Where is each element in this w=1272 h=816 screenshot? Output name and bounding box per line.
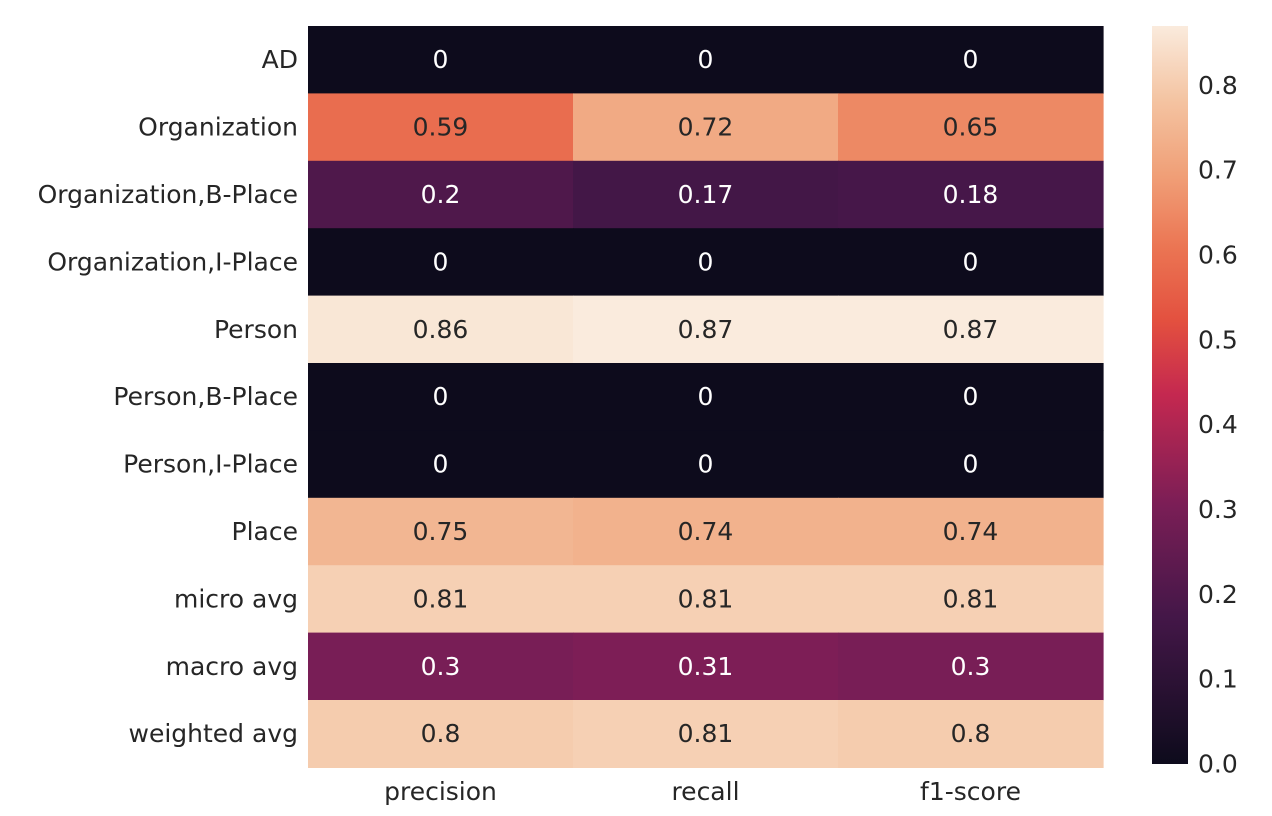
cell-value-label: 0.8	[951, 719, 991, 748]
heatmap-cell	[573, 160, 839, 229]
cell-value-label: 0.81	[413, 584, 469, 613]
heatmap-cell	[838, 632, 1104, 701]
heatmap-cell	[573, 295, 839, 364]
heatmap-cells	[308, 26, 1104, 768]
colorbar-tick-label: 0.4	[1198, 410, 1238, 439]
row-label: Organization	[138, 113, 298, 142]
cell-value-label: 0	[698, 45, 714, 74]
colorbar-tick-label: 0.1	[1198, 665, 1238, 694]
cell-value-label: 0	[963, 45, 979, 74]
heatmap-cell	[573, 700, 839, 768]
heatmap-cell	[308, 497, 574, 566]
colorbar-tick-label: 0.6	[1198, 241, 1238, 270]
row-label: AD	[262, 45, 298, 74]
heatmap-cell	[573, 565, 839, 634]
row-label: Person,I-Place	[123, 450, 298, 479]
cell-value-label: 0.87	[678, 315, 734, 344]
heatmap-cell	[573, 363, 839, 431]
row-label: Person	[214, 315, 298, 344]
colorbar-tick-label: 0.2	[1198, 580, 1238, 609]
row-labels: AD Organization Organization,B-Place Organi…	[38, 45, 298, 748]
cell-value-label: 0	[433, 382, 449, 411]
heatmap-cell	[573, 497, 839, 566]
cell-value-label: 0.17	[678, 180, 734, 209]
heatmap-cell	[308, 565, 574, 634]
cell-value-label: 0	[433, 247, 449, 276]
cell-value-label: 0.8	[421, 719, 461, 748]
row-label: macro avg	[166, 652, 298, 681]
cell-value-label: 0.65	[943, 113, 999, 142]
row-label: Organization,I-Place	[47, 247, 298, 276]
colorbar	[1152, 26, 1188, 764]
cell-value-label: 0	[698, 247, 714, 276]
cell-value-label: 0	[698, 382, 714, 411]
cell-value-label: 0.18	[943, 180, 999, 209]
cell-value-label: 0.81	[678, 584, 734, 613]
heatmap-cell	[838, 363, 1104, 431]
cell-value-label: 0.74	[678, 517, 734, 546]
row-label: Place	[232, 517, 298, 546]
cell-value-label: 0.74	[943, 517, 999, 546]
row-label: Organization,B-Place	[38, 180, 298, 209]
column-label: precision	[384, 777, 497, 806]
heatmap-cell	[308, 700, 574, 768]
heatmap-cell	[838, 430, 1104, 499]
cell-value-label: 0	[433, 450, 449, 479]
heatmap-cell	[573, 632, 839, 701]
cell-value-label: 0.3	[951, 652, 991, 681]
cell-value-label: 0.72	[678, 113, 734, 142]
heatmap-cell	[308, 363, 574, 431]
heatmap-cell	[838, 160, 1104, 229]
cell-value-label: 0.3	[421, 652, 461, 681]
heatmap-cell	[308, 160, 574, 229]
heatmap-cell	[838, 228, 1104, 297]
cell-value-label: 0.31	[678, 652, 734, 681]
column-labels: precision recall f1-score	[384, 777, 1021, 806]
heatmap-cell	[838, 26, 1104, 94]
row-label: Person,B-Place	[113, 382, 298, 411]
heatmap-cell	[308, 26, 574, 94]
colorbar-ticks: 0.0 0.1 0.2 0.3 0.4 0.5 0.6 0.7 0.8	[1198, 71, 1238, 779]
heatmap-cell	[573, 430, 839, 499]
cell-value-label: 0.75	[413, 517, 469, 546]
column-label: f1-score	[920, 777, 1021, 806]
cell-value-label: 0	[963, 450, 979, 479]
cell-value-label: 0	[963, 382, 979, 411]
heatmap-cell	[838, 700, 1104, 768]
cell-value-label: 0.81	[943, 584, 999, 613]
cell-value-label: 0.59	[413, 113, 469, 142]
column-label: recall	[671, 777, 739, 806]
heatmap-cell	[573, 228, 839, 297]
cell-value-label: 0	[963, 247, 979, 276]
heatmap-cell	[308, 228, 574, 297]
cell-annotations: 0 0 0 0.59 0.72 0.65 0.2 0.17 0.18 0 0 0 0.86 0.87 0.8…	[413, 45, 999, 748]
cell-value-label: 0	[698, 450, 714, 479]
heatmap-cell	[838, 295, 1104, 364]
heatmap-cell	[308, 632, 574, 701]
cell-value-label: 0.81	[678, 719, 734, 748]
heatmap-cell	[308, 430, 574, 499]
heatmap-cell	[308, 93, 574, 162]
cell-value-label: 0.2	[421, 180, 461, 209]
heatmap-cell	[838, 565, 1104, 634]
heatmap-cell	[573, 93, 839, 162]
row-label: micro avg	[174, 584, 298, 613]
cell-value-label: 0.86	[413, 315, 469, 344]
heatmap-cell	[838, 497, 1104, 566]
cell-value-label: 0.87	[943, 315, 999, 344]
heatmap-cell	[573, 26, 839, 94]
colorbar-tick-label: 0.0	[1198, 750, 1238, 779]
colorbar-tick-label: 0.8	[1198, 71, 1238, 100]
colorbar-tick-label: 0.5	[1198, 325, 1238, 354]
heatmap-cell	[308, 295, 574, 364]
cell-value-label: 0	[433, 45, 449, 74]
row-label: weighted avg	[129, 719, 298, 748]
colorbar-tick-label: 0.3	[1198, 495, 1238, 524]
heatmap-cell	[838, 93, 1104, 162]
colorbar-tick-label: 0.7	[1198, 156, 1238, 185]
